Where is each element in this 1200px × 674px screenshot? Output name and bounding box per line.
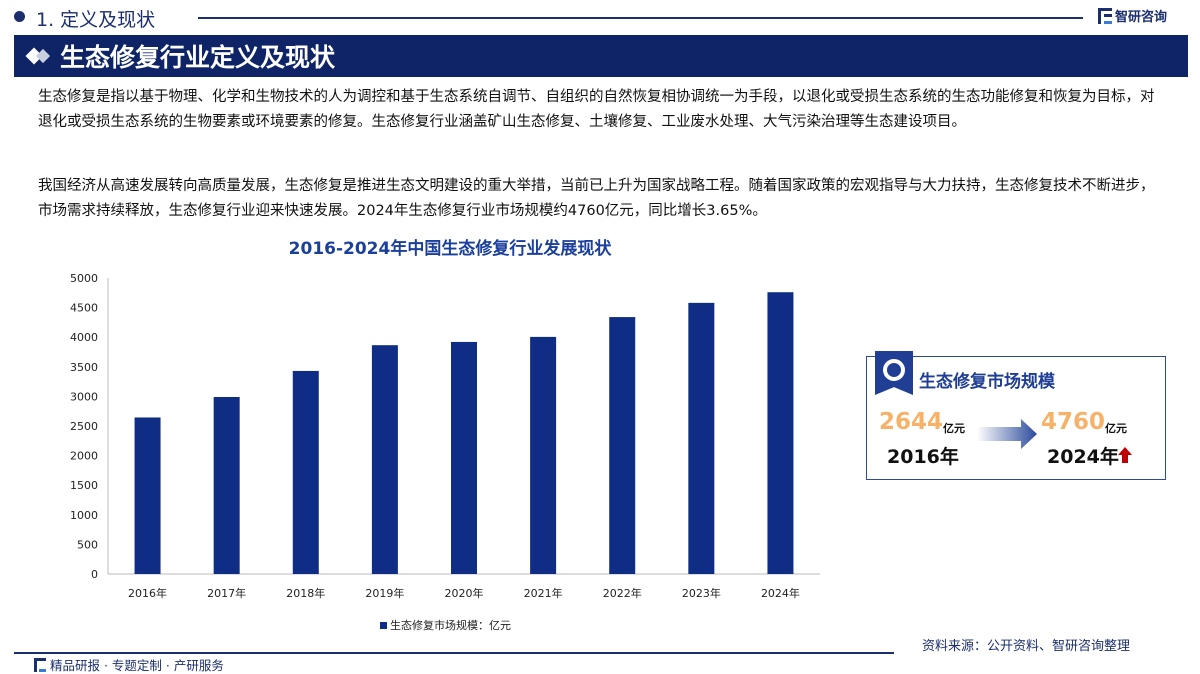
- bar: [134, 417, 161, 574]
- start-year: 2016年: [887, 446, 959, 468]
- arrow-right-icon: [977, 419, 1037, 449]
- y-tick-label: 3000: [70, 390, 98, 403]
- start-value: 2644: [879, 409, 944, 435]
- y-tick-label: 0: [91, 568, 98, 581]
- end-unit: 亿元: [1105, 422, 1127, 435]
- logo-icon: [34, 657, 46, 672]
- bar: [609, 317, 636, 574]
- tagline-text: 精品研报 · 专题定制 · 产研服务: [50, 658, 224, 673]
- end-year: 2024年: [1047, 446, 1119, 468]
- y-tick-label: 1000: [70, 509, 98, 522]
- bullet-icon: [14, 11, 25, 22]
- y-tick-label: 4000: [70, 331, 98, 344]
- chart-legend: 生态修复市场规模：亿元: [380, 617, 511, 633]
- logo-icon: [1098, 7, 1112, 24]
- footer-tagline: 精品研报 · 专题定制 · 产研服务: [34, 655, 224, 674]
- x-tick-label: 2016年: [128, 586, 167, 600]
- bar: [688, 302, 715, 574]
- market-size-card: 生态修复市场规模 2644 亿元 2016年 4760 亿元 2024年: [866, 351, 1166, 480]
- y-tick-label: 5000: [70, 272, 98, 285]
- section-title: 1. 定义及现状: [36, 9, 156, 31]
- top-bar: 1. 定义及现状 智研咨询: [0, 0, 1200, 36]
- bar-chart: 0 500 1000 1500 2000 2500 3000 3500 4000 4500 5000…: [70, 272, 820, 600]
- x-tick-label: 2023年: [682, 586, 721, 600]
- x-tick-label: 2022年: [603, 586, 642, 600]
- bar: [371, 345, 398, 574]
- divider: [14, 652, 894, 654]
- page-title: 生态修复行业定义及现状: [60, 43, 336, 72]
- y-tick-label: 2000: [70, 450, 98, 463]
- bar: [530, 336, 557, 574]
- start-unit: 亿元: [943, 422, 965, 435]
- card-title: 生态修复市场规模: [919, 372, 1055, 392]
- x-tick-label: 2020年: [445, 586, 484, 600]
- y-tick-label: 500: [77, 538, 98, 551]
- legend-swatch: [380, 621, 387, 629]
- status-paragraph: 我国经济从高速发展转向高质量发展，生态修复是推进生态文明建设的重大举措，当前已上…: [38, 178, 1155, 219]
- bar: [213, 396, 240, 574]
- x-tick-label: 2024年: [761, 586, 800, 600]
- legend-label: 生态修复市场规模：亿元: [390, 619, 511, 632]
- x-tick-label: 2018年: [286, 586, 325, 600]
- logo-text: 智研咨询: [1115, 10, 1168, 25]
- x-tick-label: 2019年: [365, 586, 404, 600]
- y-tick-label: 3500: [70, 361, 98, 374]
- divider: [198, 17, 1083, 19]
- bar: [767, 292, 794, 574]
- bar: [451, 341, 477, 574]
- end-value: 4760: [1041, 409, 1106, 435]
- brand-logo: 智研咨询: [1098, 6, 1167, 25]
- x-tick-label: 2021年: [524, 586, 563, 600]
- y-tick-label: 2500: [70, 420, 98, 433]
- bar: [292, 370, 319, 574]
- chart-pie-icon: [875, 351, 913, 395]
- arrow-up-icon: [1118, 447, 1132, 463]
- y-tick-label: 4500: [70, 302, 98, 315]
- source-note: 资料来源：公开资料、智研咨询整理: [922, 639, 1131, 654]
- definition-paragraph: 生态修复是指以基于物理、化学和生物技术的人为调控和基于生态系统自调节、自组织的自…: [38, 89, 1155, 130]
- x-tick-label: 2017年: [207, 586, 246, 600]
- chart-title: 2016-2024年中国生态修复行业发展现状: [288, 239, 612, 259]
- page-title-banner: 生态修复行业定义及现状: [14, 35, 1188, 77]
- y-tick-label: 1500: [70, 479, 98, 492]
